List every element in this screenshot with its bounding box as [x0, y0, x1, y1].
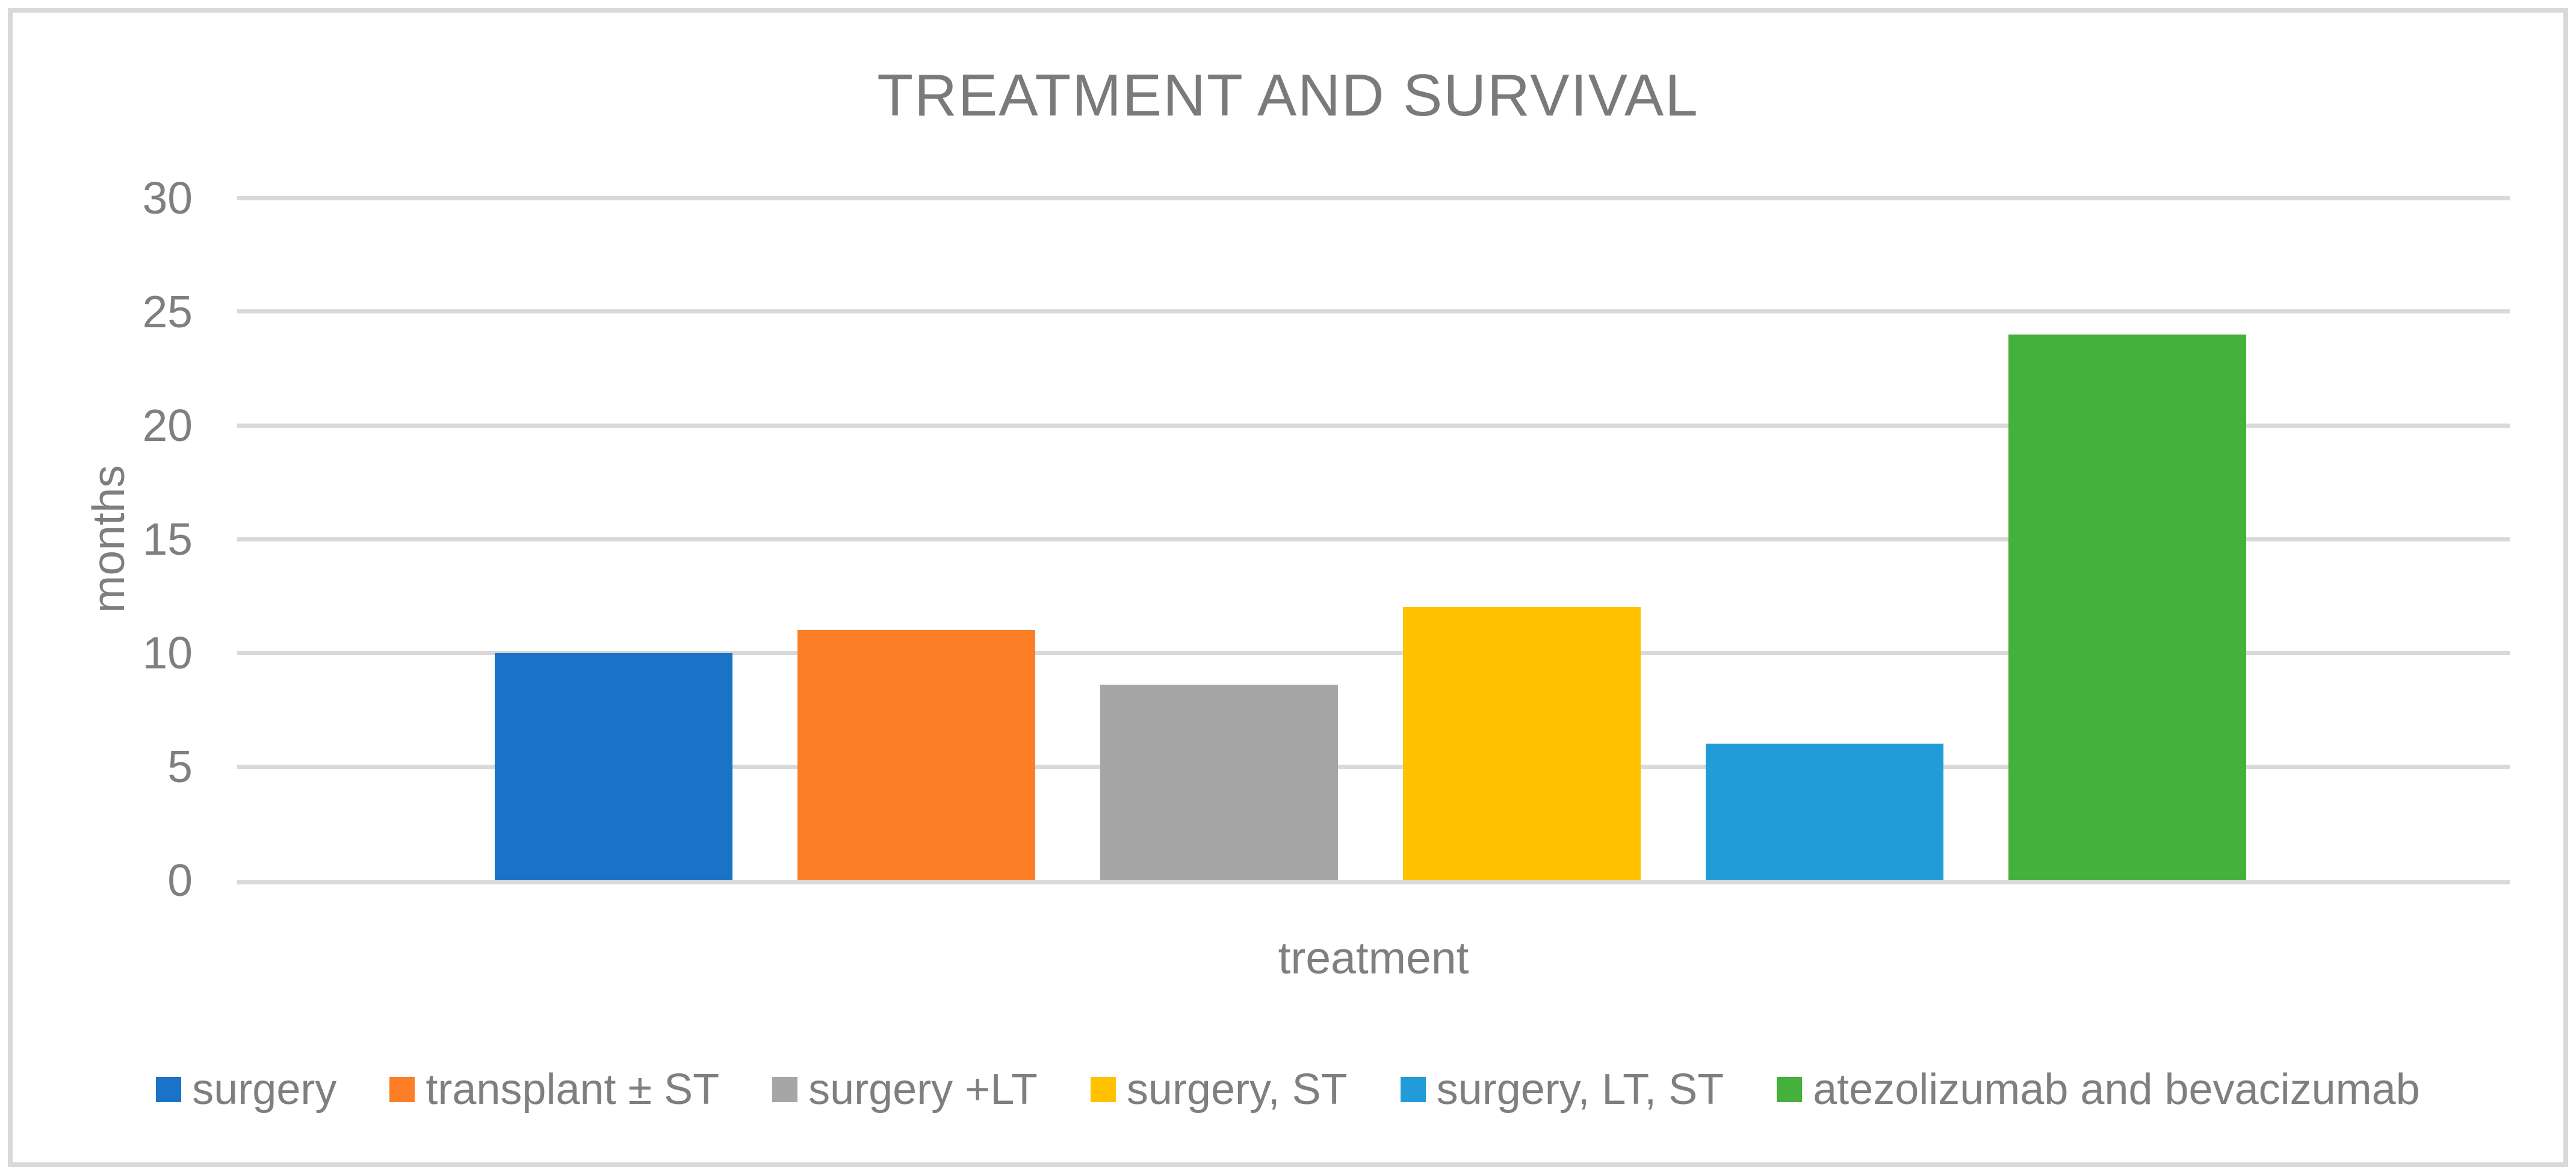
gridline-10	[237, 651, 2510, 655]
legend-swatch-surgery-st	[1090, 1077, 1116, 1102]
gridline-5	[237, 765, 2510, 769]
legend-item-surgery-lt: surgery +LT	[772, 1065, 1038, 1114]
bar-series	[237, 198, 2510, 880]
legend-label-surgery: surgery	[192, 1066, 337, 1114]
legend-swatch-atezolizumab-and-bevacizumab	[1777, 1077, 1803, 1102]
chart-title: TREATMENT AND SURVIVAL	[877, 62, 1699, 128]
gridline-15	[237, 537, 2510, 541]
legend-label-surgery-st: surgery, ST	[1126, 1066, 1348, 1114]
legend-item-surgery-lt-st: surgery, LT, ST	[1400, 1065, 1724, 1114]
gridline-25	[237, 309, 2510, 313]
y-tick-label-10: 10	[142, 628, 193, 678]
gridline-20	[237, 424, 2510, 428]
y-tick-label-30: 30	[142, 173, 193, 223]
legend-label-surgery-lt: surgery +LT	[808, 1066, 1038, 1114]
y-tick-label-20: 20	[142, 400, 193, 451]
legend-label-transplant-st: transplant ± ST	[426, 1066, 720, 1114]
legend: surgery transplant ± ST surgery +LT surgery…	[0, 1065, 2576, 1114]
y-tick-label-0: 0	[167, 855, 193, 905]
x-axis-title: treatment	[1278, 933, 1469, 983]
bar-surgery-lt-st	[1706, 744, 1943, 880]
legend-swatch-surgery-lt-st	[1400, 1077, 1426, 1102]
bar-surgery-st	[1403, 607, 1641, 880]
legend-item-surgery-st: surgery, ST	[1090, 1065, 1348, 1114]
y-tick-label-25: 25	[142, 286, 193, 337]
bar-surgery-lt	[1100, 685, 1338, 880]
plot-area	[237, 196, 2510, 884]
legend-item-atezolizumab-and-bevacizumab: atezolizumab and bevacizumab	[1777, 1065, 2420, 1114]
legend-swatch-surgery-lt	[772, 1077, 798, 1102]
y-tick-label-5: 5	[167, 741, 193, 792]
legend-item-transplant-st: transplant ± ST	[389, 1065, 719, 1114]
gridline-0	[237, 880, 2510, 884]
legend-label-atezolizumab-and-bevacizumab: atezolizumab and bevacizumab	[1813, 1066, 2420, 1114]
figure-border	[8, 8, 2568, 1167]
legend-swatch-surgery	[156, 1077, 182, 1102]
bar-surgery	[495, 653, 732, 880]
bar-atezolizumab-and-bevacizumab	[2008, 335, 2246, 880]
y-axis-title: months	[83, 465, 134, 613]
legend-swatch-transplant-st	[389, 1077, 415, 1102]
y-tick-label-15: 15	[142, 514, 193, 564]
bar-transplant-st	[797, 630, 1035, 880]
gridline-30	[237, 196, 2510, 200]
legend-label-surgery-lt-st: surgery, LT, ST	[1436, 1066, 1724, 1114]
legend-item-surgery: surgery	[156, 1065, 336, 1114]
